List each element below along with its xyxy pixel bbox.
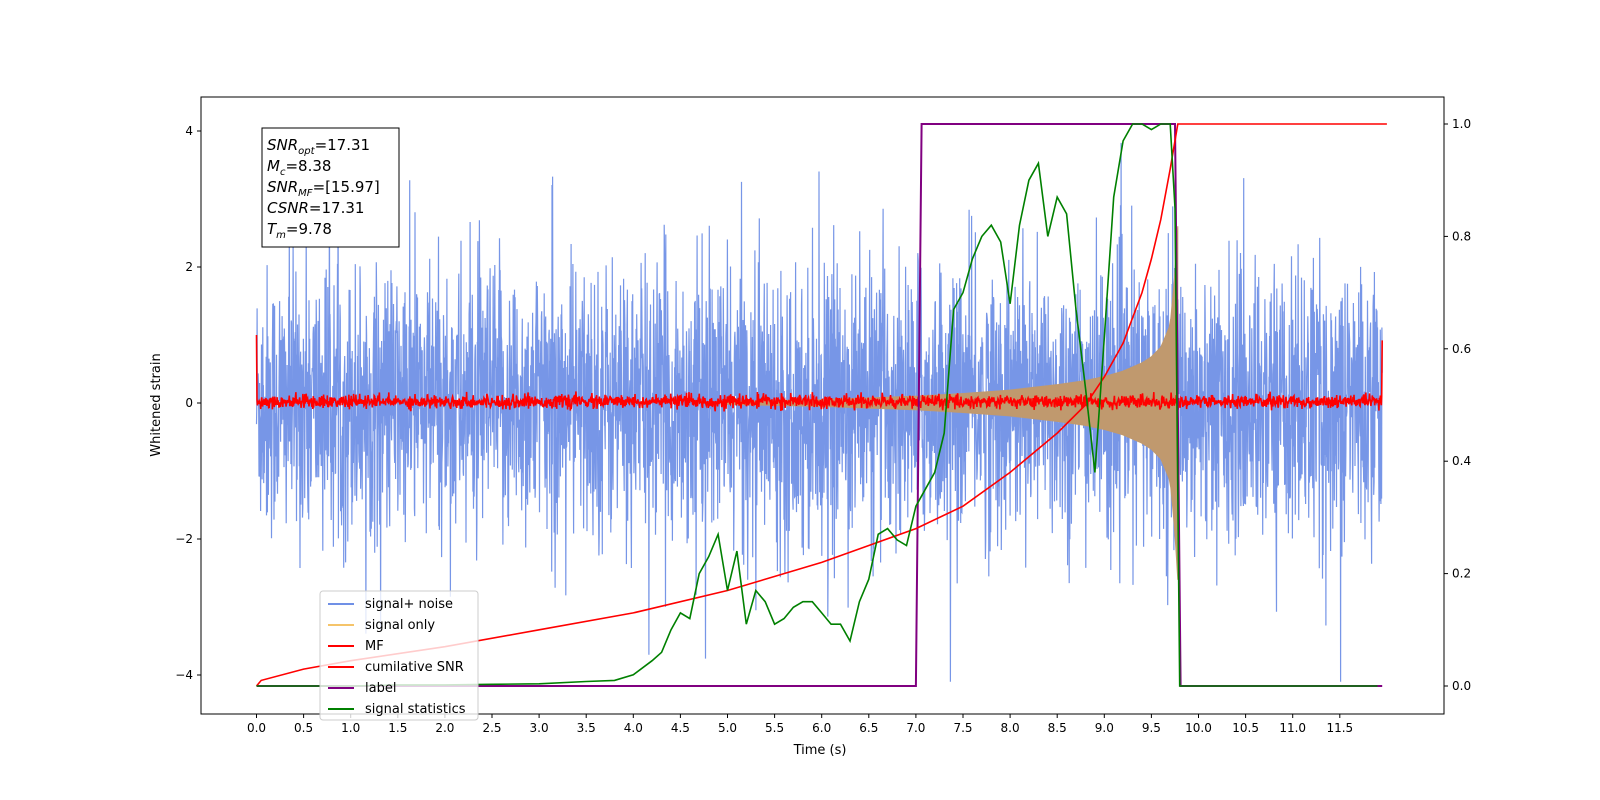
y-axis-right: 1.0 0.8 0.6 0.4 0.2 0.0 xyxy=(1444,117,1471,693)
y2-tick-label: 0.8 xyxy=(1452,229,1471,243)
x-tick-label: 2.0 xyxy=(435,721,454,735)
series-signal-statistics-line xyxy=(256,123,1378,687)
annotation-frame xyxy=(261,127,400,248)
x-tick-label: 10.5 xyxy=(1232,721,1259,735)
y-axis-label: Whitened strain xyxy=(149,353,164,456)
x-tick-label: 11.5 xyxy=(1326,721,1353,735)
y-tick-label: −2 xyxy=(175,532,193,546)
y-tick-label: 4 xyxy=(185,124,193,138)
x-axis: 0.0 0.5 1.0 1.5 2.0 2.5 3.0 3.5 4.0 4.5 5.0 5.5 6.0 6… xyxy=(247,714,1353,735)
annotation-variable: CSNR xyxy=(267,199,309,217)
x-tick-label: 8.5 xyxy=(1048,721,1067,735)
y2-tick-label: 0.2 xyxy=(1452,567,1471,581)
y2-tick-label: 1.0 xyxy=(1452,117,1471,131)
plot-frame xyxy=(200,96,1445,715)
x-tick-label: 7.5 xyxy=(953,721,972,735)
y-tick-label: −4 xyxy=(175,668,193,682)
legend-label: signal+ noise xyxy=(365,597,453,612)
x-tick-label: 9.5 xyxy=(1142,721,1161,735)
annotation-value: =8.38 xyxy=(285,157,331,175)
annotation-value: =17.31 xyxy=(309,199,365,217)
x-tick-label: 3.5 xyxy=(577,721,596,735)
annotation-line: CSNR=17.31 xyxy=(267,199,364,217)
x-tick-label: 5.5 xyxy=(765,721,784,735)
y2-tick-label: 0.6 xyxy=(1452,342,1471,356)
annotation-line: Mc=8.38 xyxy=(267,157,331,178)
annotation-subscript: opt xyxy=(298,146,315,157)
x-tick-label: 0.0 xyxy=(247,721,266,735)
legend-frame xyxy=(319,590,479,721)
annotation-value: =17.31 xyxy=(315,136,371,154)
annotation-variable: SNR xyxy=(267,136,298,154)
x-tick-label: 0.5 xyxy=(294,721,313,735)
x-tick-label: 9.0 xyxy=(1095,721,1114,735)
annotation-subscript: MF xyxy=(298,188,313,199)
y-axis-left: 4 2 0 −2 −4 xyxy=(175,124,201,682)
x-tick-label: 6.0 xyxy=(812,721,831,735)
legend-label: label xyxy=(365,681,396,696)
x-axis-label: Time (s) xyxy=(793,743,847,758)
x-tick-label: 4.5 xyxy=(671,721,690,735)
annotation-variable: SNR xyxy=(267,178,298,196)
x-tick-label: 8.0 xyxy=(1001,721,1020,735)
legend: signal+ noise signal only MF cumilative SNR… xyxy=(319,590,479,721)
x-tick-label: 7.0 xyxy=(906,721,925,735)
x-tick-label: 2.5 xyxy=(482,721,501,735)
annotation-subscript: c xyxy=(280,167,286,178)
annotation-line: Tm=9.78 xyxy=(267,220,332,241)
annotation-box: SNRopt=17.31Mc=8.38SNRMF=[15.97]CSNR=17.… xyxy=(261,127,400,248)
legend-label: MF xyxy=(365,639,384,654)
x-tick-label: 10.0 xyxy=(1185,721,1212,735)
y-tick-label: 2 xyxy=(185,260,193,274)
x-tick-label: 3.0 xyxy=(530,721,549,735)
annotation-value: =[15.97] xyxy=(313,178,380,196)
x-tick-label: 6.5 xyxy=(859,721,878,735)
y2-tick-label: 0.0 xyxy=(1452,679,1471,693)
annotation-variable: T xyxy=(267,220,278,238)
y2-tick-label: 0.4 xyxy=(1452,454,1471,468)
x-tick-label: 1.0 xyxy=(341,721,360,735)
annotation-line: SNRMF=[15.97] xyxy=(267,178,380,199)
annotation-subscript: m xyxy=(276,230,286,241)
x-tick-label: 5.0 xyxy=(718,721,737,735)
legend-label: cumilative SNR xyxy=(365,660,464,675)
series-signal-statistics xyxy=(256,123,1378,687)
x-tick-label: 11.0 xyxy=(1279,721,1306,735)
plot-area xyxy=(255,123,1387,687)
series-mf xyxy=(255,334,1383,412)
x-tick-label: 4.0 xyxy=(624,721,643,735)
legend-label: signal only xyxy=(365,618,435,633)
annotation-variable: M xyxy=(267,157,280,175)
mf-line xyxy=(255,334,1383,412)
annotation-line: SNRopt=17.31 xyxy=(267,136,370,157)
x-tick-label: 1.5 xyxy=(388,721,407,735)
y-tick-label: 0 xyxy=(185,396,193,410)
annotation-value: =9.78 xyxy=(286,220,332,238)
legend-label: signal statistics xyxy=(365,702,466,717)
